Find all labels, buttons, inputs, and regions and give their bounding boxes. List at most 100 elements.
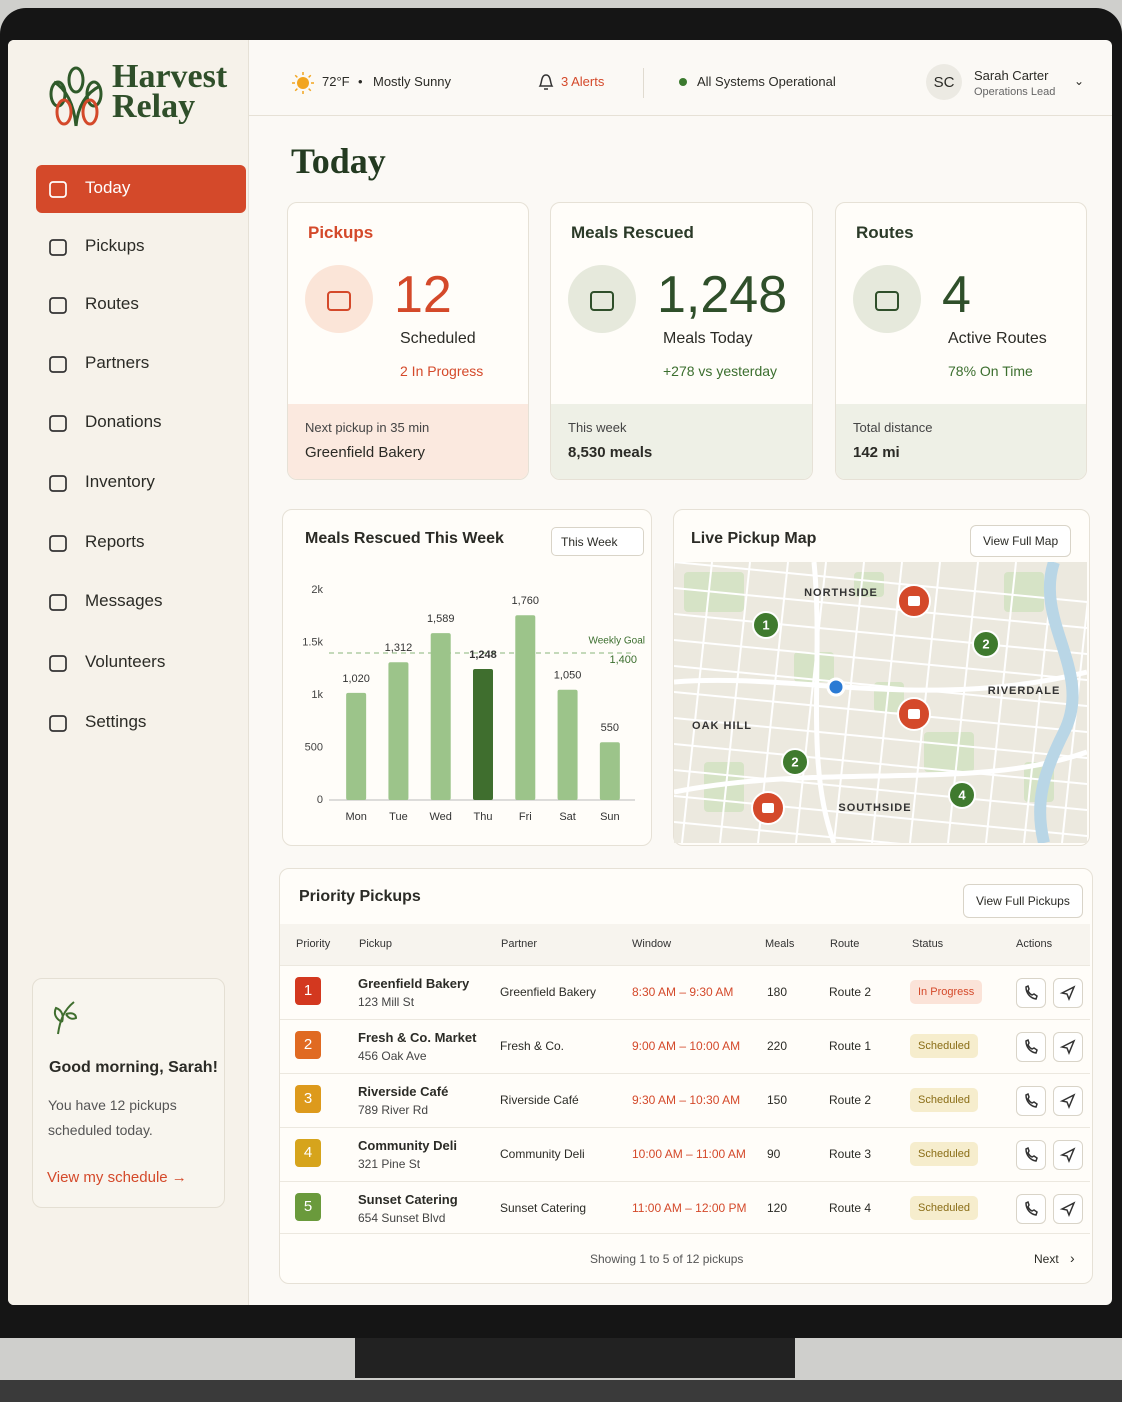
greeting-link[interactable]: View my schedule → bbox=[47, 1169, 187, 1186]
glyph bbox=[1025, 1092, 1038, 1108]
table-footer: Showing 1 to 5 of 12 pickups bbox=[590, 1252, 744, 1266]
navigate-button[interactable] bbox=[1053, 1032, 1083, 1062]
route-marker-label: 2 bbox=[791, 754, 798, 769]
priority-badge: 3 bbox=[295, 1085, 321, 1113]
card-footer bbox=[551, 404, 812, 479]
pickup-name: Fresh & Co. Market bbox=[358, 1030, 477, 1045]
nav-label[interactable]: Reports bbox=[85, 532, 145, 551]
meals: 180 bbox=[767, 985, 788, 999]
avatar bbox=[926, 64, 962, 100]
nav-icon bbox=[49, 535, 67, 552]
card-unit: Active Routes bbox=[948, 330, 1047, 347]
table-footer-divider bbox=[280, 1233, 1090, 1234]
street bbox=[674, 821, 902, 843]
pickup-address: 123 Mill St bbox=[358, 995, 415, 1009]
street bbox=[674, 717, 1087, 759]
navigate-button[interactable] bbox=[1053, 978, 1083, 1008]
nav-label[interactable]: Routes bbox=[85, 294, 139, 313]
goal-value: 1,400 bbox=[609, 654, 637, 666]
card-unit: Meals Today bbox=[663, 330, 753, 347]
user-name: Sarah Carter bbox=[974, 68, 1049, 83]
window: 9:30 AM – 10:30 AM bbox=[632, 1093, 741, 1107]
park bbox=[1004, 572, 1044, 612]
chart-title: Meals Rescued This Week bbox=[305, 530, 504, 547]
card-title: Pickups bbox=[308, 223, 374, 242]
card-icon bbox=[305, 265, 373, 333]
column-header: Meals bbox=[765, 938, 795, 950]
action-icon bbox=[1025, 1038, 1038, 1054]
navigate-button[interactable] bbox=[1053, 1194, 1083, 1224]
footer-label: Total distance bbox=[853, 420, 933, 435]
street bbox=[674, 691, 1087, 733]
status-dot bbox=[679, 78, 687, 86]
bell-icon bbox=[538, 74, 554, 90]
pickup-address: 456 Oak Ave bbox=[358, 1049, 427, 1063]
street bbox=[985, 562, 1017, 843]
map-button[interactable]: View Full Map bbox=[970, 525, 1072, 557]
y-tick-label: 1k bbox=[311, 689, 323, 701]
glyph bbox=[1025, 1038, 1038, 1054]
route: Route 2 bbox=[829, 1093, 872, 1107]
card-value: 4 bbox=[942, 266, 971, 324]
x-tick-label: Thu bbox=[474, 811, 493, 823]
call-button[interactable] bbox=[1016, 1194, 1046, 1224]
meals: 220 bbox=[767, 1039, 788, 1053]
leaf bbox=[55, 98, 73, 126]
goal-label: Weekly Goal bbox=[588, 636, 645, 647]
route: Route 3 bbox=[829, 1147, 872, 1161]
card-title: Routes bbox=[856, 223, 914, 242]
greeting-icon bbox=[53, 1001, 78, 1035]
dropdown-caret[interactable]: ⌄ bbox=[1074, 74, 1085, 88]
value-label: 550 bbox=[601, 722, 619, 734]
call-button[interactable] bbox=[1016, 1140, 1046, 1170]
route: Route 2 bbox=[829, 985, 872, 999]
next-button[interactable]: Next bbox=[1034, 1252, 1059, 1266]
route: Route 4 bbox=[829, 1201, 872, 1215]
map-title: Live Pickup Map bbox=[691, 530, 817, 547]
nav-label[interactable]: Inventory bbox=[85, 472, 155, 491]
nav-label[interactable]: Settings bbox=[85, 712, 147, 731]
glyph bbox=[1059, 1147, 1076, 1163]
navigate-button[interactable] bbox=[1053, 1140, 1083, 1170]
call-button[interactable] bbox=[1016, 1032, 1046, 1062]
y-tick-label: 2k bbox=[311, 584, 323, 596]
system-status: All Systems Operational bbox=[697, 74, 836, 89]
nav-label[interactable]: Messages bbox=[85, 591, 163, 610]
nav-icon bbox=[49, 415, 67, 432]
card-icon bbox=[853, 265, 921, 333]
leaf bbox=[81, 98, 99, 126]
route-marker bbox=[948, 781, 976, 809]
alerts[interactable]: 3 Alerts bbox=[561, 74, 605, 89]
call-button[interactable] bbox=[1016, 978, 1046, 1008]
pickup-name: Sunset Catering bbox=[358, 1192, 458, 1207]
icon-shape bbox=[49, 475, 67, 492]
nav-item[interactable] bbox=[36, 165, 246, 213]
column-header: Partner bbox=[501, 938, 538, 950]
call-button[interactable] bbox=[1016, 1086, 1046, 1116]
chart-filter[interactable]: This Week bbox=[551, 527, 645, 556]
nav-label[interactable]: Today bbox=[85, 178, 131, 197]
table-title: Priority Pickups bbox=[299, 888, 421, 905]
pickup-name: Community Deli bbox=[358, 1138, 457, 1153]
partner: Fresh & Co. bbox=[500, 1039, 565, 1053]
navigate-button[interactable] bbox=[1053, 1086, 1083, 1116]
nav-label[interactable]: Pickups bbox=[85, 236, 145, 255]
row-divider bbox=[280, 965, 1090, 966]
street bbox=[674, 769, 1087, 811]
meals: 150 bbox=[767, 1093, 788, 1107]
street bbox=[674, 795, 1087, 837]
y-tick-label: 0 bbox=[317, 794, 323, 806]
value-label: 1,020 bbox=[342, 673, 370, 685]
nav-label[interactable]: Volunteers bbox=[85, 652, 166, 671]
table-button[interactable]: View Full Pickups bbox=[963, 884, 1083, 918]
nav-label[interactable]: Partners bbox=[85, 353, 150, 372]
x-tick-label: Wed bbox=[430, 811, 452, 823]
bar bbox=[430, 633, 451, 800]
street bbox=[674, 639, 1087, 681]
status-badge: Scheduled bbox=[910, 1142, 978, 1166]
status-badge: Scheduled bbox=[910, 1196, 978, 1220]
next-chevron: › bbox=[1070, 1250, 1075, 1266]
bell bbox=[538, 74, 554, 90]
card-footer bbox=[288, 404, 528, 479]
nav-label[interactable]: Donations bbox=[85, 412, 162, 431]
